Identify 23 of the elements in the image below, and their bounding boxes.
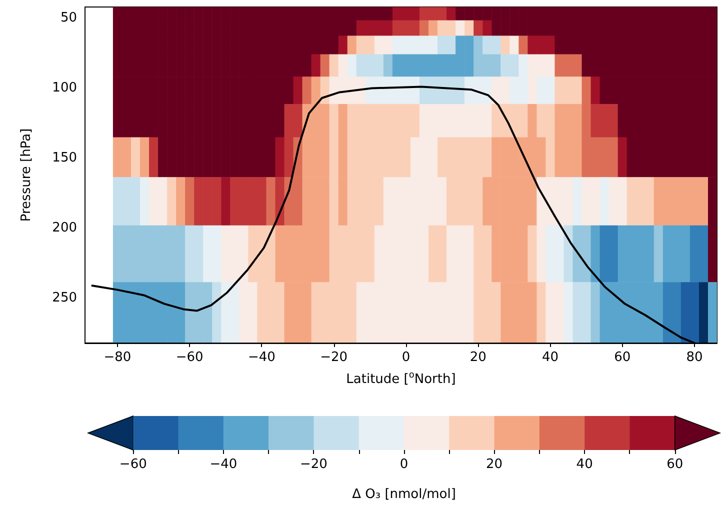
- y-tick-label: 150: [52, 150, 77, 166]
- y-tick-label: 250: [52, 290, 77, 306]
- x-tick-label: −60: [176, 350, 204, 365]
- x-tick-label: −40: [248, 350, 276, 365]
- color-bar-label: 60: [666, 457, 684, 472]
- y-tick-label: 200: [52, 220, 77, 236]
- color-bar-label: −20: [300, 457, 328, 472]
- x-tick-label: −20: [320, 350, 348, 365]
- x-tick-label: 60: [614, 350, 631, 365]
- y-axis-title: Pressure [hPa]: [19, 128, 34, 222]
- color-bar-label: 40: [576, 457, 593, 472]
- x-tick-label: 40: [542, 350, 558, 365]
- x-tick-label: 20: [470, 350, 486, 365]
- x-tick-label: 0: [402, 350, 410, 365]
- color-bar-label: 20: [486, 457, 503, 472]
- color-bar-label: −60: [119, 457, 147, 472]
- color-bar-label: −40: [210, 457, 238, 472]
- y-tick-label: 100: [52, 80, 77, 96]
- color-bar-label: 0: [400, 457, 408, 472]
- y-tick-label: 50: [60, 10, 77, 26]
- x-tick-label: −80: [104, 350, 132, 365]
- color-bar-title: Δ O₃ [nmol/mol]: [352, 487, 456, 502]
- x-tick-label: 80: [686, 350, 703, 365]
